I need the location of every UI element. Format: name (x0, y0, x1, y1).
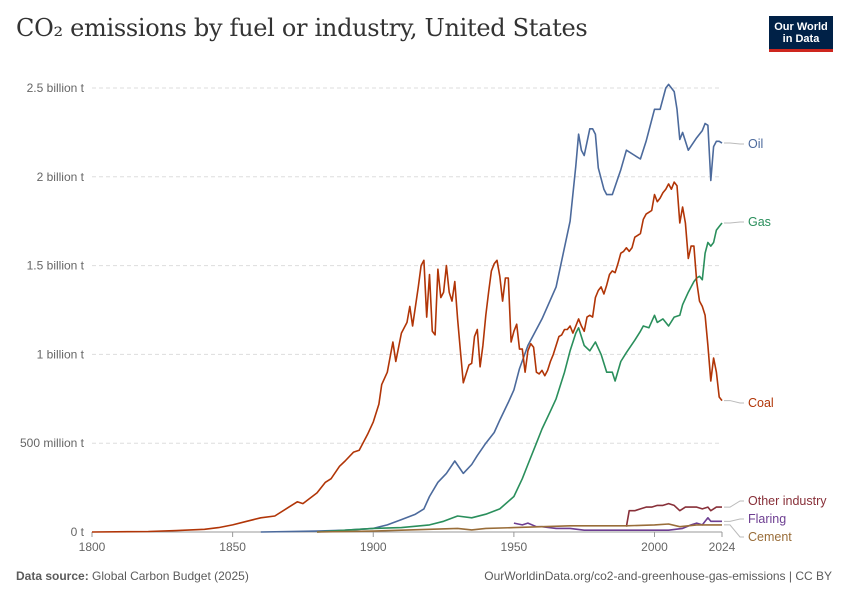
footer-url[interactable]: OurWorldinData.org/co2-and-greenhouse-ga… (484, 569, 832, 583)
series-line-other-industry (625, 502, 722, 527)
series-label: Oil (748, 137, 763, 151)
series-label-leader (724, 221, 744, 224)
series-label-leader (724, 518, 744, 522)
series-label: Other industry (748, 494, 827, 508)
series-label: Cement (748, 530, 792, 544)
y-tick-label: 0 t (71, 525, 85, 539)
series-label-leader (724, 400, 744, 404)
series-label-leader (724, 524, 744, 538)
y-tick-label: 1 billion t (37, 347, 85, 361)
series-line-flaring (513, 517, 722, 531)
series-line-cement (316, 523, 722, 533)
series-label: Flaring (748, 512, 786, 526)
logo-line-2: in Data (782, 33, 820, 45)
owid-logo[interactable]: Our World in Data (769, 16, 833, 52)
y-tick-label: 1.5 billion t (27, 259, 85, 273)
series-label: Coal (748, 396, 774, 410)
series-label-leader (724, 500, 744, 508)
chart-title: CO₂ emissions by fuel or industry, Unite… (16, 14, 588, 42)
x-tick-label: 1800 (79, 540, 106, 554)
line-chart: 0 t 500 million t 1 billion t 1.5 billion t… (20, 81, 827, 554)
x-tick-label: 1950 (501, 540, 528, 554)
y-tick-label: 2 billion t (37, 170, 85, 184)
data-source-label: Data source: (16, 569, 89, 583)
data-source-link[interactable]: Global Carbon Budget (2025) (92, 569, 249, 583)
series-line-oil (260, 83, 723, 533)
y-tick-label: 2.5 billion t (27, 81, 85, 95)
series-label-leader (724, 142, 744, 145)
x-tick-label: 2024 (709, 540, 736, 554)
series-label: Gas (748, 215, 771, 229)
x-tick-label: 1850 (219, 540, 246, 554)
x-tick-label: 1900 (360, 540, 387, 554)
logo-line-1: Our World (774, 21, 828, 33)
series-line-coal (91, 181, 723, 533)
x-tick-label: 2000 (641, 540, 668, 554)
y-tick-label: 500 million t (20, 436, 85, 450)
data-source: Data source: Global Carbon Budget (2025) (16, 569, 249, 583)
series-line-gas (316, 222, 723, 533)
